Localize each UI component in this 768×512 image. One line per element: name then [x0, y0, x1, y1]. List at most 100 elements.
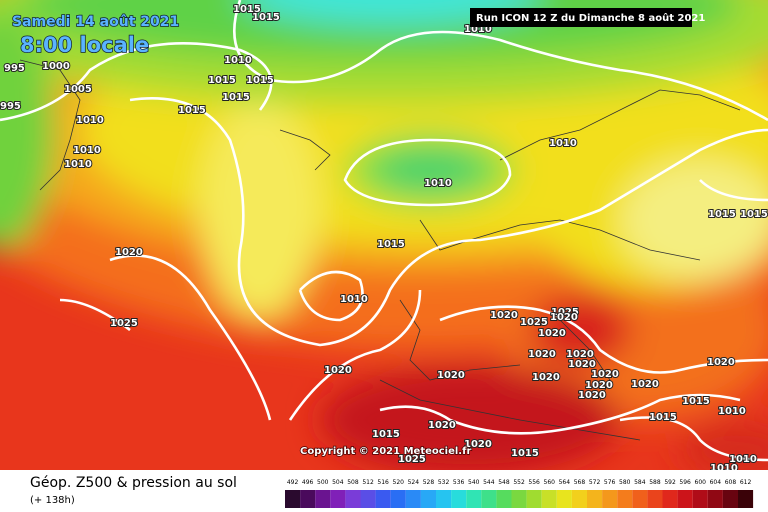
- isobar-label: 1015: [233, 4, 261, 15]
- scale-label: 576: [604, 479, 616, 486]
- scale-label: 600: [695, 479, 707, 486]
- scale-label: 584: [634, 479, 646, 486]
- isobar-label: 1000: [42, 61, 70, 72]
- scale-swatch: [375, 490, 391, 508]
- scale-label: 504: [332, 479, 344, 486]
- scale-swatch: [647, 490, 663, 508]
- lead-time: (+ 138h): [30, 495, 75, 506]
- scale-label: 492: [287, 479, 299, 486]
- isobar-label: 1015: [222, 92, 250, 103]
- isobar-label: 1015: [246, 75, 274, 86]
- scale-label: 608: [725, 479, 737, 486]
- scale-swatch: [722, 490, 738, 508]
- scale-label: 564: [559, 479, 571, 486]
- scale-swatch: [526, 490, 542, 508]
- isobar-label: 1010: [424, 178, 452, 189]
- scale-label: 612: [740, 479, 752, 486]
- isobar-label: 1005: [64, 84, 92, 95]
- scale-label: 556: [528, 479, 540, 486]
- scale-label: 568: [574, 479, 586, 486]
- scale-swatch: [692, 490, 708, 508]
- scale-label: 596: [679, 479, 691, 486]
- scale-swatch: [587, 490, 603, 508]
- isobar-label: 1025: [520, 317, 548, 328]
- scale-label: 604: [710, 479, 722, 486]
- isobar-label: 1020: [532, 372, 560, 383]
- isobar-label: 1025: [551, 307, 579, 318]
- isobar-label: 1020: [115, 247, 143, 258]
- scale-label: 592: [664, 479, 676, 486]
- isobars: [0, 0, 768, 462]
- scale-swatch: [707, 490, 723, 508]
- isobar-label: 1020: [538, 328, 566, 339]
- scale-label: 580: [619, 479, 631, 486]
- scale-label: 548: [498, 479, 510, 486]
- scale-label: 544: [483, 479, 495, 486]
- isobar-label: 1020: [568, 359, 596, 370]
- scale-label: 532: [438, 479, 450, 486]
- isobar-label: 1015: [178, 105, 206, 116]
- isobar-label: 1020: [428, 420, 456, 431]
- scale-label: 572: [589, 479, 601, 486]
- isobar-label: 1010: [340, 294, 368, 305]
- scale-swatch: [345, 490, 361, 508]
- scale-swatch: [360, 490, 376, 508]
- scale-label: 508: [347, 479, 359, 486]
- scale-swatch: [481, 490, 497, 508]
- scale-label: 528: [423, 479, 435, 486]
- isobar-label: 1015: [649, 412, 677, 423]
- isobar-label: 1020: [707, 357, 735, 368]
- scale-label: 552: [513, 479, 525, 486]
- isobar-label: 1020: [631, 379, 659, 390]
- isobar-label: 1020: [464, 439, 492, 450]
- scale-swatch: [451, 490, 467, 508]
- scale-swatch: [677, 490, 693, 508]
- isobar-label: 1020: [550, 312, 578, 323]
- scale-swatch: [390, 490, 406, 508]
- isobar-label: 1020: [528, 349, 556, 360]
- isobar-label: 1020: [591, 369, 619, 380]
- scale-label: 524: [408, 479, 420, 486]
- scale-swatch: [496, 490, 512, 508]
- scale-swatch: [436, 490, 452, 508]
- isobar-label: 1010: [729, 454, 757, 465]
- legend-title: Géop. Z500 & pression au sol: [30, 475, 237, 491]
- isobar-label: 1010: [710, 463, 738, 474]
- isobar-label: 995: [4, 63, 25, 74]
- isobar-label: 1015: [682, 396, 710, 407]
- isobar-label: 1015: [740, 209, 768, 220]
- scale-swatch: [285, 490, 301, 508]
- isobar-label: 1010: [64, 159, 92, 170]
- isobar-label: 1015: [252, 12, 280, 23]
- local-time: 8:00 locale: [20, 33, 149, 57]
- scale-label: 560: [544, 479, 556, 486]
- scale-label: 512: [362, 479, 374, 486]
- isobar-label: 1020: [566, 349, 594, 360]
- isobar-label: 1020: [578, 390, 606, 401]
- isobar-label: 1015: [511, 448, 539, 459]
- isobar-label: 1010: [718, 406, 746, 417]
- isobar-label: 1015: [377, 239, 405, 250]
- scale-label: 496: [302, 479, 314, 486]
- scale-label: 520: [393, 479, 405, 486]
- scale-swatch: [300, 490, 316, 508]
- scale-swatch: [662, 490, 678, 508]
- isobar-label: 1020: [490, 310, 518, 321]
- scale-swatch: [405, 490, 421, 508]
- isobar-label: 1015: [708, 209, 736, 220]
- copyright: Copyright © 2021 Meteociel.fr: [300, 446, 471, 457]
- scale-swatch: [632, 490, 648, 508]
- scale-label: 540: [468, 479, 480, 486]
- scale-swatch: [602, 490, 618, 508]
- isobar-label: 1015: [372, 429, 400, 440]
- coastlines: [19, 59, 741, 441]
- isobar-label: 1020: [324, 365, 352, 376]
- isobar-label: 1020: [585, 380, 613, 391]
- scale-label: 516: [377, 479, 389, 486]
- scale-swatch: [556, 490, 572, 508]
- color-scale: 492 496 500 504 508 512 516 520 524 528 532 536 540 5…: [285, 479, 754, 508]
- scale-swatch: [466, 490, 482, 508]
